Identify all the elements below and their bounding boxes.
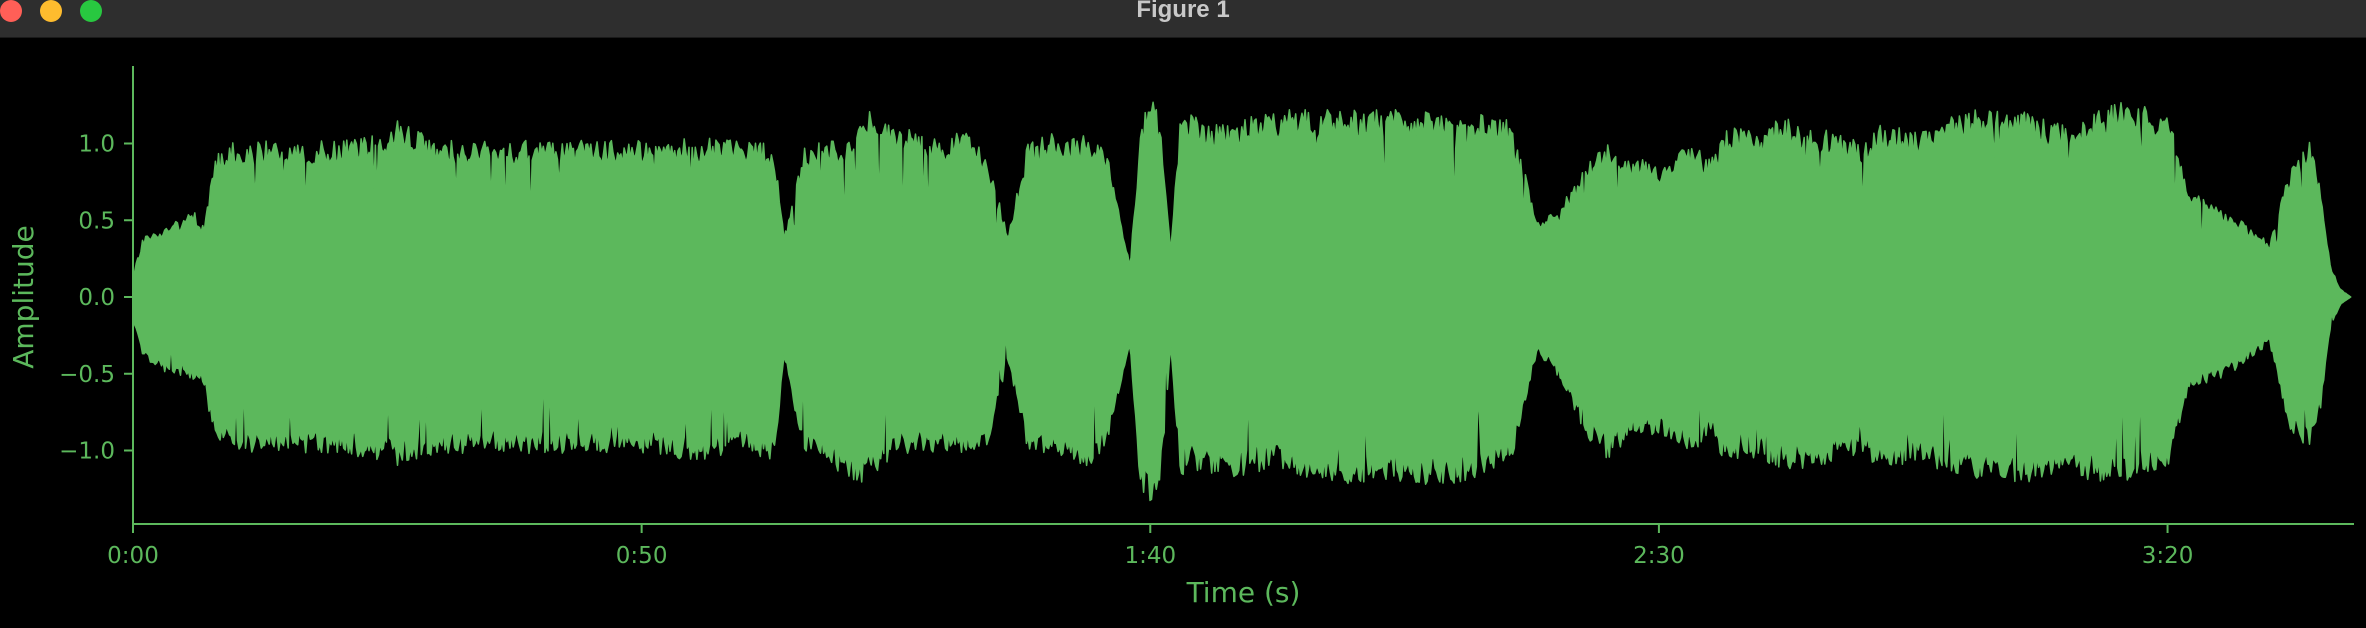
y-axis-ticks: 1.0 0.5 0.0 −0.5 −1.0 [59, 132, 133, 465]
close-window-button[interactable] [0, 0, 22, 22]
x-tick-label: 0:00 [107, 543, 159, 569]
y-tick-label: −1.0 [59, 439, 115, 465]
waveform-plot: 0:00 0:50 1:40 2:30 3:20 1.0 0.5 0.0 −0.5 −1.0 T… [7, 66, 2354, 609]
y-tick-label: 0.5 [78, 208, 115, 234]
x-axis-label: Time (s) [1186, 576, 1301, 609]
x-tick-label: 1:40 [1124, 543, 1176, 569]
window-title: Figure 1 [1136, 0, 1230, 23]
waveform-area [132, 101, 2352, 502]
y-axis-label: Amplitude [7, 225, 40, 369]
title-bar: Figure 1 [0, 0, 2366, 38]
y-tick-label: −0.5 [59, 362, 115, 388]
x-tick-label: 2:30 [1633, 543, 1685, 569]
y-tick-label: 1.0 [78, 132, 115, 158]
zoom-window-button[interactable] [80, 0, 102, 22]
minimize-window-button[interactable] [40, 0, 62, 22]
x-tick-label: 0:50 [616, 543, 668, 569]
y-tick-label: 0.0 [78, 285, 115, 311]
x-tick-label: 3:20 [2142, 543, 2194, 569]
x-axis-ticks: 0:00 0:50 1:40 2:30 3:20 [107, 524, 2193, 569]
